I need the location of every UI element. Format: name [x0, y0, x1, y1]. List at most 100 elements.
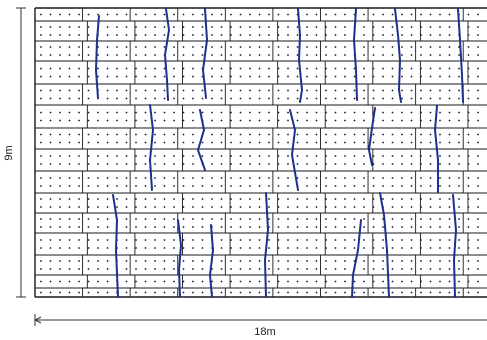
- grid-dot: [420, 247, 422, 249]
- grid-dot: [258, 133, 261, 136]
- grid-dot: [239, 280, 242, 283]
- grid-dot: [68, 260, 71, 262]
- grid-dot: [249, 133, 251, 136]
- grid-dot: [220, 163, 223, 165]
- grid-dot: [49, 239, 52, 241]
- grid-dot: [201, 177, 204, 179]
- grid-dot: [211, 67, 213, 70]
- grid-dot: [144, 260, 147, 262]
- grid-dot: [429, 13, 432, 16]
- grid-dot: [258, 34, 261, 36]
- grid-dot: [125, 155, 128, 157]
- grid-dot: [106, 67, 109, 70]
- grid-dot: [382, 26, 384, 28]
- grid-dot: [391, 268, 394, 270]
- grid-dot: [344, 155, 346, 157]
- grid-dot: [163, 89, 166, 92]
- grid-dot: [458, 177, 460, 179]
- grid-dot: [306, 163, 308, 165]
- grid-dot: [363, 206, 365, 208]
- grid-dot: [382, 185, 384, 187]
- grid-dot: [258, 280, 261, 283]
- grid-dot: [458, 206, 460, 208]
- grid-dot: [173, 75, 175, 78]
- grid-dot: [49, 13, 52, 16]
- grid-dot: [116, 13, 118, 16]
- grid-dot: [59, 291, 61, 294]
- grid-dot: [144, 46, 147, 48]
- grid-dot: [306, 46, 308, 48]
- grid-dot: [173, 133, 175, 136]
- grid-dot: [401, 291, 403, 294]
- grid-dot: [382, 97, 384, 100]
- grid-dot: [87, 218, 90, 220]
- grid-dot: [258, 239, 261, 241]
- grid-dot: [258, 218, 261, 220]
- grid-dot: [182, 141, 185, 144]
- grid-dot: [477, 54, 479, 56]
- grid-dot: [230, 46, 232, 48]
- grid-dot: [448, 34, 451, 36]
- grid-dot: [458, 185, 460, 187]
- grid-dot: [296, 141, 299, 144]
- grid-dot: [211, 26, 213, 28]
- grid-dot: [249, 206, 251, 208]
- grid-dot: [448, 133, 451, 136]
- grid-dot: [477, 75, 479, 78]
- grid-dot: [78, 218, 80, 220]
- grid-dot: [410, 218, 413, 220]
- grid-dot: [448, 54, 451, 56]
- grid-dot: [258, 26, 261, 28]
- grid-dot: [477, 34, 479, 36]
- grid-dot: [363, 54, 365, 56]
- grid-dot: [277, 163, 280, 165]
- crack-line: [353, 8, 358, 101]
- grid-dot: [163, 260, 166, 262]
- grid-dot: [448, 260, 451, 262]
- grid-dot: [173, 13, 175, 16]
- grid-dot: [467, 239, 470, 241]
- grid-dot: [40, 206, 42, 208]
- grid-dot: [144, 119, 147, 122]
- grid-dot: [401, 111, 403, 114]
- grid-dot: [315, 177, 318, 179]
- grid-dot: [49, 291, 52, 294]
- grid-dot: [306, 141, 308, 144]
- grid-dot: [287, 97, 289, 100]
- grid-dot: [87, 26, 90, 28]
- grid-dot: [363, 75, 365, 78]
- grid-dot: [68, 291, 71, 294]
- grid-dot: [116, 34, 118, 36]
- grid-dot: [439, 280, 441, 283]
- grid-dot: [182, 218, 185, 220]
- grid-dot: [382, 54, 384, 56]
- grid-dot: [353, 239, 356, 241]
- grid-dot: [287, 163, 289, 165]
- height-dimension-label: 9m: [3, 145, 15, 160]
- grid-dot: [154, 268, 156, 270]
- grid-dot: [306, 226, 308, 228]
- grid-dot: [154, 75, 156, 78]
- grid-dot: [477, 13, 479, 16]
- grid-dot: [192, 260, 194, 262]
- grid-dot: [344, 13, 346, 16]
- grid-dot: [467, 163, 470, 165]
- grid-dot: [467, 141, 470, 144]
- grid-dot: [296, 46, 299, 48]
- grid-dot: [458, 247, 460, 249]
- grid-dot: [211, 163, 213, 165]
- grid-dot: [68, 34, 71, 36]
- grid-dot: [163, 218, 166, 220]
- grid-dot: [363, 239, 365, 241]
- grid-dot: [372, 67, 375, 70]
- grid-dot: [315, 75, 318, 78]
- grid-dot: [192, 89, 194, 92]
- grid-dot: [154, 26, 156, 28]
- grid-dot: [106, 46, 109, 48]
- grid-dot: [201, 155, 204, 157]
- grid-dot: [182, 185, 185, 187]
- grid-dot: [125, 260, 128, 262]
- grid-dot: [315, 291, 318, 294]
- grid-dot: [97, 155, 99, 157]
- grid-dot: [239, 54, 242, 56]
